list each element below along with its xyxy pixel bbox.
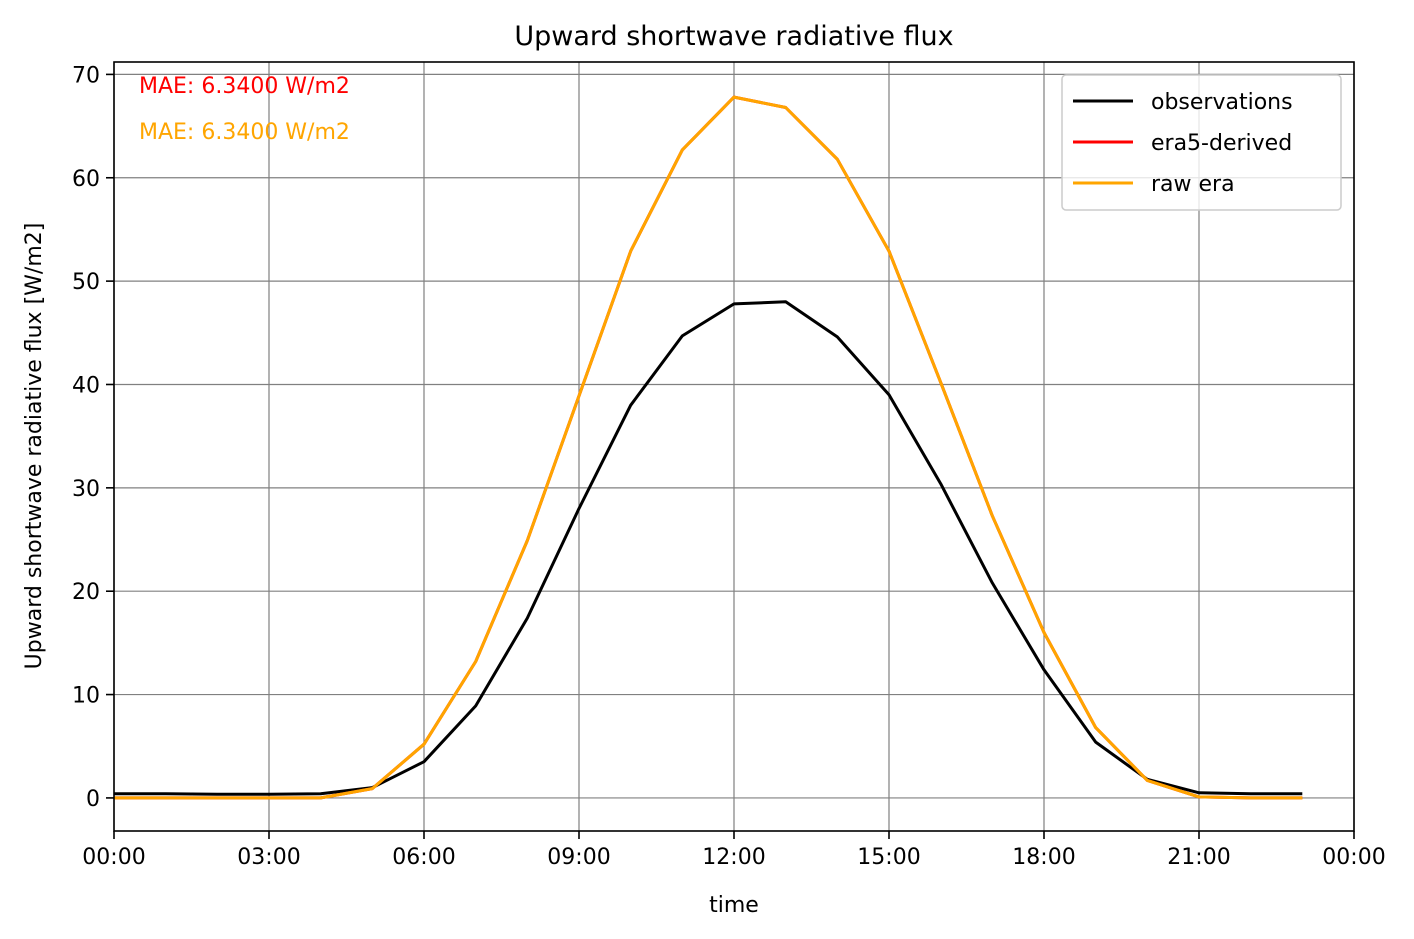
y-tick-label: 10 [72, 684, 100, 709]
x-tick-label: 15:00 [857, 845, 920, 870]
x-tick-label: 00:00 [82, 845, 145, 870]
mae-annotation: MAE: 6.3400 W/m2 [139, 74, 350, 99]
legend: observations era5-derived raw era [1061, 74, 1342, 211]
series-line-observations [114, 300, 1303, 796]
y-tick-label: 60 [72, 167, 100, 192]
y-axis-label: Upward shortwave radiative flux [W/m2] [22, 223, 47, 670]
x-tick-label: 00:00 [1322, 845, 1385, 870]
x-tick-label: 18:00 [1012, 845, 1075, 870]
x-axis-ticks: 00:00 03:00 06:00 09:00 12:00 15:00 18:00 21:00… [82, 831, 1386, 870]
y-tick-label: 20 [72, 580, 100, 605]
legend-box [1061, 74, 1342, 211]
mae-annotation: MAE: 6.3400 W/m2 [139, 120, 350, 145]
x-tick-label: 12:00 [702, 845, 765, 870]
y-tick-label: 70 [72, 63, 100, 88]
y-tick-label: 40 [72, 373, 100, 398]
x-tick-label: 09:00 [547, 845, 610, 870]
series-line-raw-era [114, 95, 1303, 800]
chart-title: Upward shortwave radiative flux [514, 21, 953, 52]
legend-label: observations [1151, 90, 1293, 115]
x-tick-label: 21:00 [1167, 845, 1230, 870]
grid [113, 62, 1355, 831]
y-tick-label: 30 [72, 477, 100, 502]
x-tick-label: 06:00 [392, 845, 455, 870]
legend-label: era5-derived [1151, 131, 1292, 156]
legend-label: raw era [1151, 172, 1235, 197]
y-tick-label: 50 [72, 270, 100, 295]
mae-annotations: MAE: 6.3400 W/m2 MAE: 6.3400 W/m2 [139, 74, 350, 145]
y-axis-ticks: 0 10 20 30 40 50 60 70 [72, 63, 114, 812]
series-lines [114, 95, 1303, 800]
y-tick-label: 0 [86, 787, 100, 812]
x-axis-label: time [709, 893, 759, 918]
x-tick-label: 03:00 [237, 845, 300, 870]
